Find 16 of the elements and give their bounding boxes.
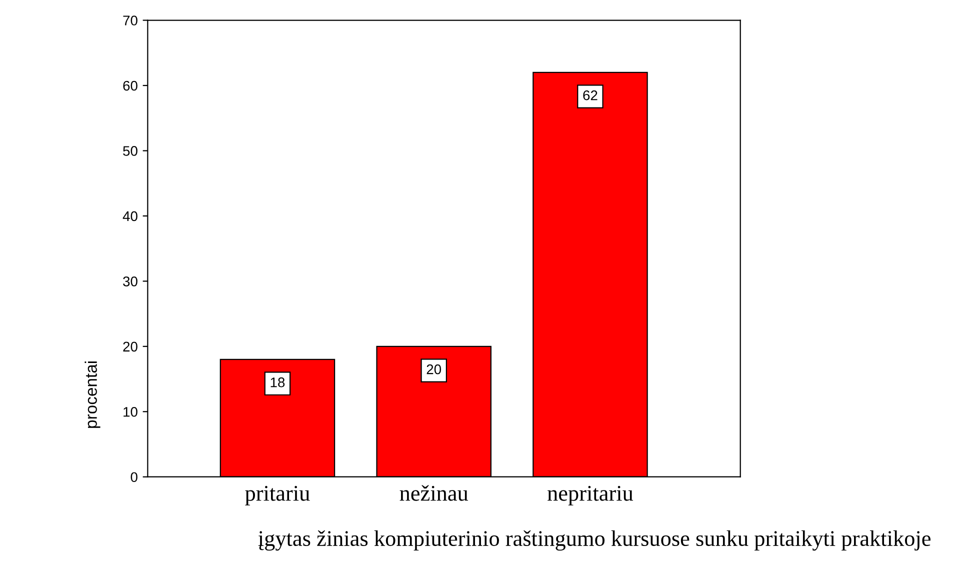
x-axis-title: įgytas žinias kompiuterinio raštingumo kursuose sunku pritaikyti praktikoje (258, 530, 930, 551)
y-tick-label: 30 (123, 276, 138, 286)
data-label: 18 (270, 377, 285, 388)
y-tick-label: 70 (123, 16, 138, 26)
y-tick-label: 20 (123, 342, 138, 352)
x-tick-label: pritariu (245, 486, 310, 506)
x-tick-label: nežinau (400, 485, 468, 501)
y-tick-label: 10 (124, 406, 138, 417)
y-tick-label: 0 (130, 472, 138, 482)
y-tick-label: 60 (123, 80, 138, 91)
y-tick-label: 40 (122, 211, 138, 222)
data-label: 62 (583, 90, 598, 100)
data-label: 20 (426, 364, 442, 374)
y-tick-label: 50 (123, 146, 138, 156)
x-tick-label: nepritariu (548, 486, 634, 506)
y-axis-title: procentai (84, 362, 100, 428)
